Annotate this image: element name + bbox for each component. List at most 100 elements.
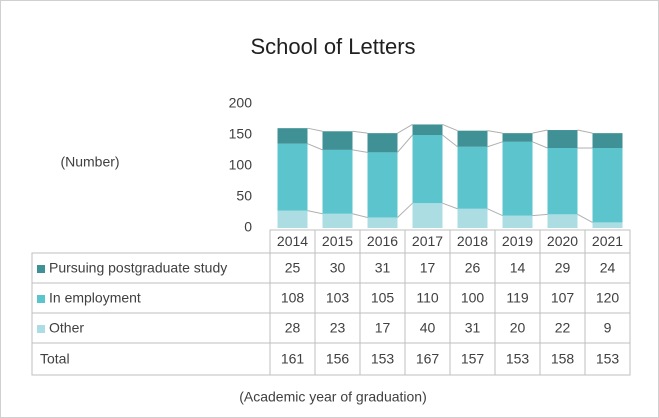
bar-segment [322, 213, 353, 228]
x-tick-label: 2021 [592, 233, 623, 249]
series-connector [352, 130, 368, 134]
series-connector [307, 127, 323, 132]
table-value: 24 [600, 260, 616, 276]
series-connector [442, 202, 458, 210]
x-tick-label: 2019 [502, 233, 533, 249]
bar-segment [547, 148, 578, 215]
legend-label: Pursuing postgraduate study [49, 260, 227, 276]
bar-segment [457, 130, 488, 147]
table-value: 161 [281, 351, 305, 367]
bar-segment [457, 146, 488, 209]
table-value: 31 [465, 320, 481, 336]
x-tick-label: 2020 [547, 233, 578, 249]
table-value: 28 [285, 320, 301, 336]
table-value: 119 [506, 290, 529, 306]
table-value: 25 [285, 260, 301, 276]
y-tick-label: 200 [229, 95, 253, 111]
table-value: 31 [375, 260, 391, 276]
series-connector [532, 129, 548, 134]
bar-segment [502, 141, 533, 216]
legend-label: Other [49, 320, 84, 336]
series-connector [352, 149, 368, 153]
series-connector [352, 213, 368, 218]
series-connector [532, 141, 548, 149]
bar-segment [322, 131, 353, 150]
y-tick-label: 150 [229, 126, 253, 142]
series-connector [577, 129, 593, 134]
table-value: 107 [551, 290, 575, 306]
bar-segment [412, 135, 443, 204]
bar-segment [592, 133, 623, 149]
bar-segment [592, 148, 623, 223]
table-cell [584, 342, 631, 376]
table-value: 100 [461, 290, 485, 306]
table-value: 103 [326, 290, 350, 306]
chart-title: School of Letters [250, 34, 415, 59]
legend-key [37, 265, 45, 273]
y-tick-label: 50 [236, 188, 252, 204]
table-value: 20 [510, 320, 526, 336]
series-connector [397, 202, 413, 218]
series-connector [442, 123, 458, 132]
series-connector [577, 213, 593, 223]
bar-segment [277, 143, 308, 211]
table-value: 157 [461, 351, 485, 367]
y-tick-label: 100 [229, 157, 253, 173]
legend-key [37, 325, 45, 333]
legend-label: In employment [49, 290, 141, 306]
bar-segment [367, 152, 398, 218]
x-tick-label: 2015 [322, 233, 353, 249]
bar-segment [592, 222, 623, 228]
bar-segment [547, 130, 578, 149]
table-value: 110 [416, 290, 439, 306]
table-value: 105 [371, 290, 395, 306]
legend-key [37, 295, 45, 303]
table-value: 156 [326, 351, 350, 367]
table-value: 26 [465, 260, 481, 276]
series-connector [487, 141, 503, 148]
table-value: 22 [555, 320, 571, 336]
table-value: 23 [330, 320, 346, 336]
series-connector [307, 210, 323, 215]
table-value: 108 [281, 290, 305, 306]
bar-segment [277, 210, 308, 228]
table-value: 29 [555, 260, 571, 276]
table-value: 40 [420, 320, 436, 336]
series-connector [532, 213, 548, 217]
table-value: 9 [604, 320, 612, 336]
table-value: 30 [330, 260, 346, 276]
series-connector [397, 134, 413, 153]
table-value: 17 [375, 320, 391, 336]
x-tick-label: 2016 [367, 233, 398, 249]
series-connector [307, 143, 323, 151]
x-tick-label: 2014 [277, 233, 308, 249]
bar-segment [412, 124, 443, 135]
bar-segment [502, 215, 533, 228]
y-tick-label: 0 [244, 219, 252, 235]
bar-segment [412, 203, 443, 228]
series-connector [487, 208, 503, 217]
bar-segment [367, 217, 398, 228]
table-value: 153 [596, 351, 620, 367]
table-value: 158 [551, 351, 575, 367]
table-value: 14 [510, 260, 526, 276]
table-value: 120 [596, 290, 620, 306]
x-axis-label: (Academic year of graduation) [239, 389, 427, 405]
table-value: 153 [371, 351, 395, 367]
table-value: 17 [420, 260, 436, 276]
bar-segment [322, 149, 353, 214]
x-tick-label: 2017 [412, 233, 443, 249]
table-value: 167 [416, 351, 440, 367]
bar-segment [547, 214, 578, 228]
bar-segment [277, 128, 308, 144]
y-axis-label: (Number) [60, 154, 119, 170]
row-label: Total [40, 351, 70, 367]
table-value: 153 [506, 351, 530, 367]
bar-segment [502, 133, 533, 142]
series-connector [487, 130, 503, 134]
x-tick-label: 2018 [457, 233, 488, 249]
series-connector [442, 134, 458, 148]
bar-segment [457, 208, 488, 228]
series-connector [397, 124, 413, 134]
bar-segment [367, 133, 398, 153]
